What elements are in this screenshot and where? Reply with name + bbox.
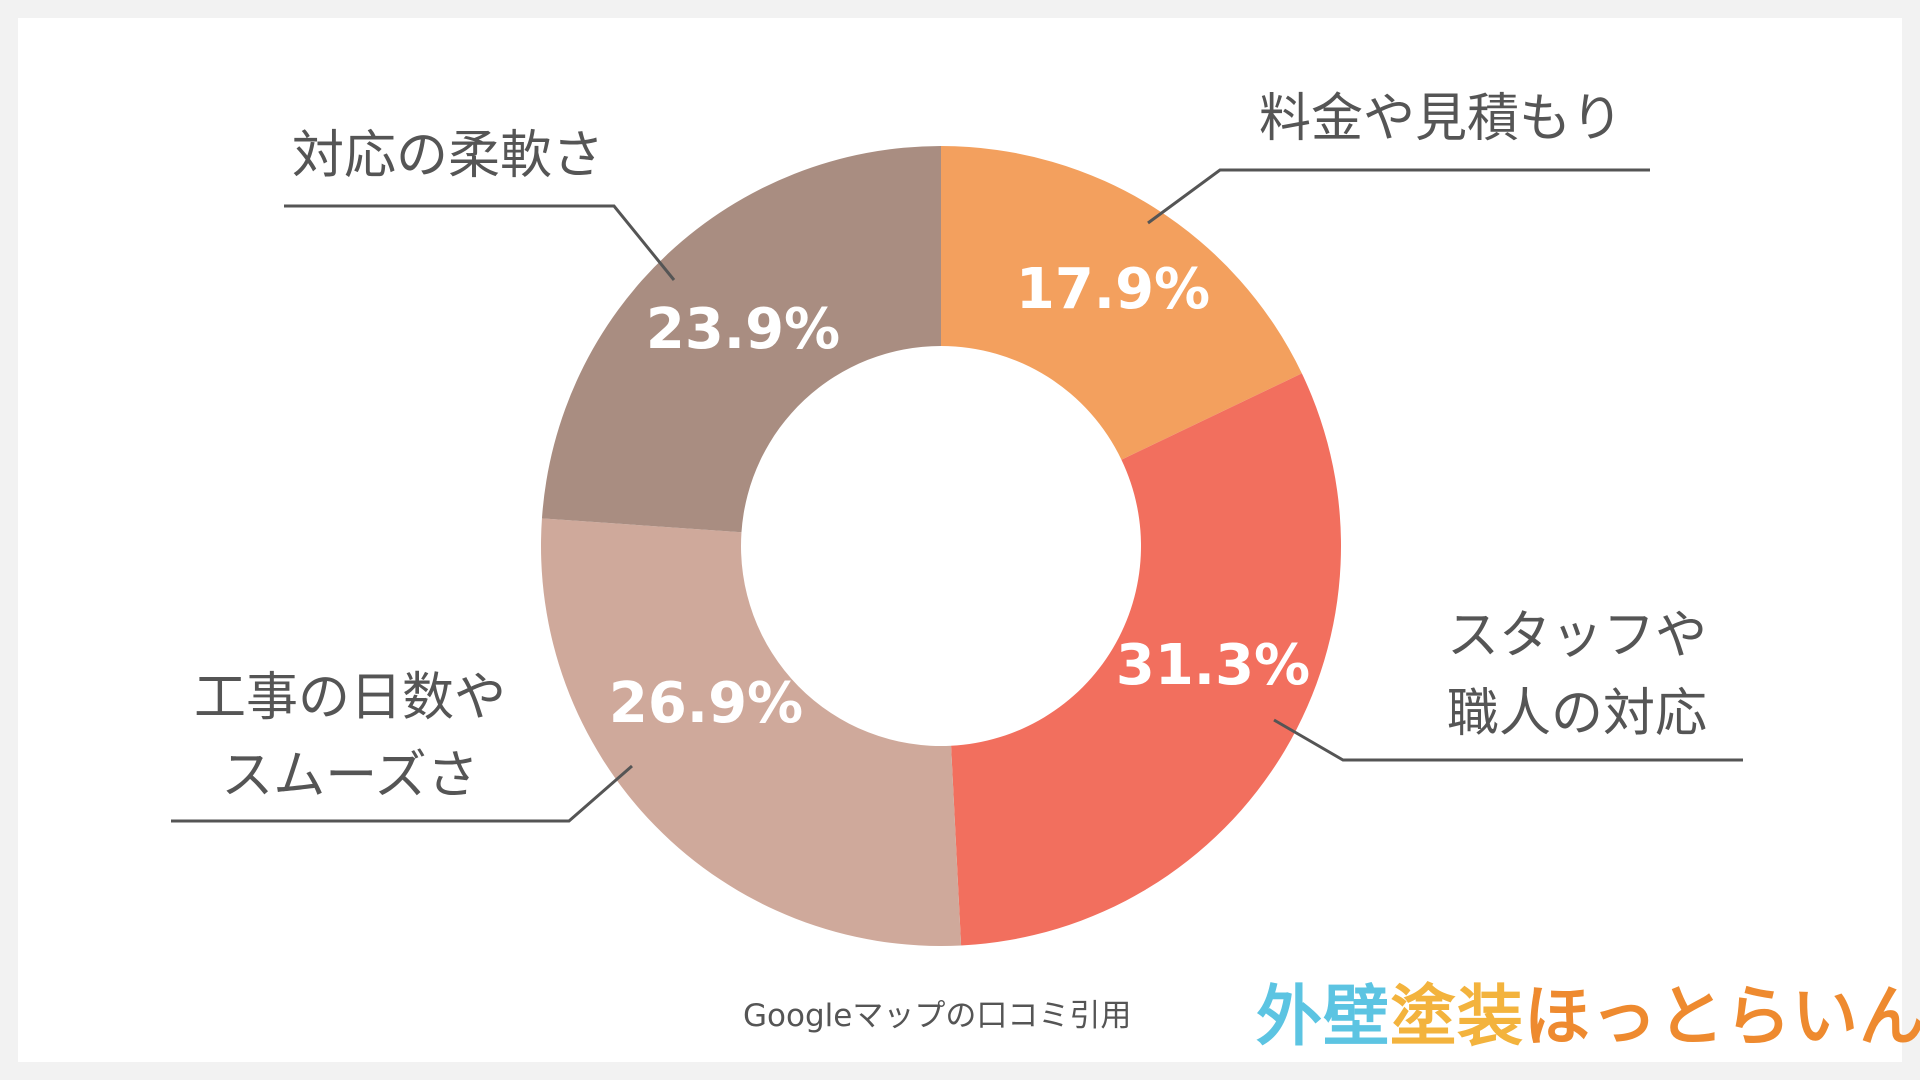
donut-slice-4	[541, 146, 941, 533]
chart-card: 17.9% 31.3% 26.9% 23.9% 料金や見積もりスタッフや職人の対応 工事の…	[18, 18, 1920, 1062]
slice-value-label-4: 23.9%	[646, 297, 840, 362]
category-label-3-line-1: 工事の日数や	[194, 668, 506, 728]
slice-value-label-3: 26.9%	[609, 671, 803, 736]
leader-line-4	[284, 204, 676, 281]
logo-text-part3: ほっとらいん	[1524, 978, 1920, 1055]
category-label-3-line-2: スムーズさ	[221, 746, 478, 806]
logo-text-part1: 外壁	[1256, 978, 1390, 1055]
category-label-2-line-1: スタッフや	[1447, 606, 1707, 666]
leader-line-2	[1273, 718, 1743, 762]
donut-slice-2	[951, 373, 1341, 946]
slice-value-label-2: 31.3%	[1116, 633, 1310, 698]
category-label-2-line-2: 職人の対応	[1447, 684, 1707, 744]
donut-slice-3	[541, 518, 962, 946]
slice-value-label-1: 17.9%	[1016, 257, 1210, 322]
brand-logo: 外壁塗装ほっとらいん	[1256, 963, 1920, 1059]
leader-line-1	[1147, 168, 1650, 225]
leader-line-3	[171, 764, 633, 823]
category-label-1-line-1: 料金や見積もり	[1259, 89, 1623, 149]
donut-slice-1	[941, 146, 1302, 460]
category-label-4-line-1: 対応の柔軟さ	[292, 126, 604, 186]
source-note: Googleマップの口コミ引用	[743, 998, 1132, 1034]
logo-text-part2: 塗装	[1390, 978, 1524, 1055]
